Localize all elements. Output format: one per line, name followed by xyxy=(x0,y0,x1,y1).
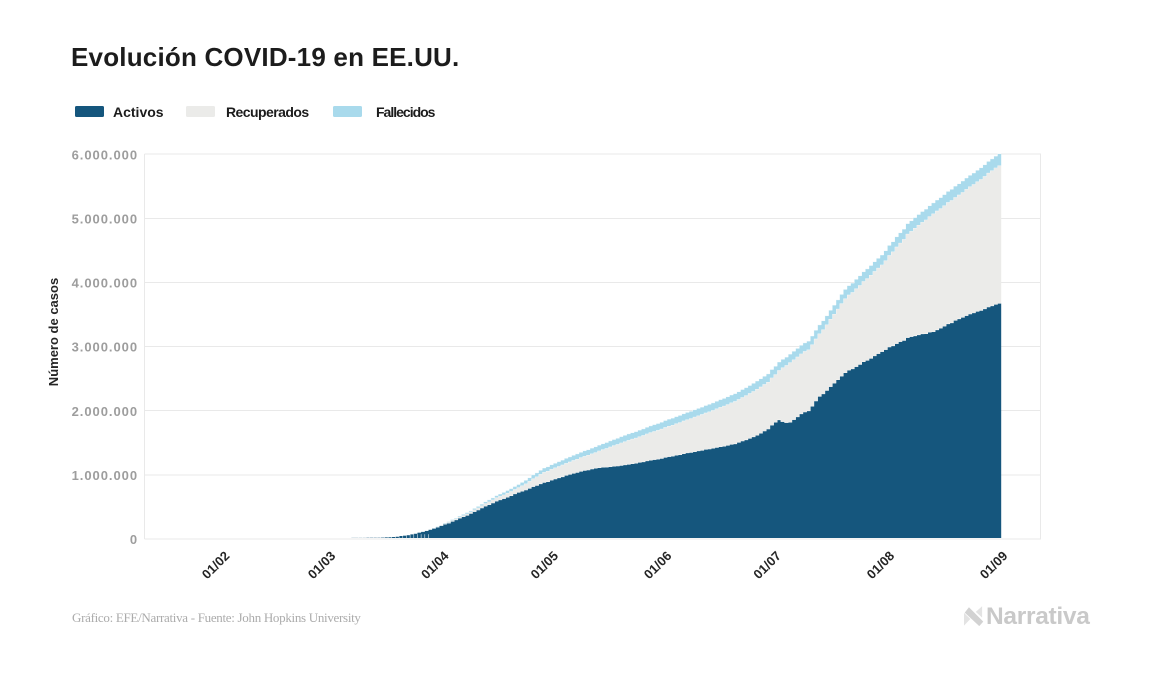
svg-text:01/09: 01/09 xyxy=(977,548,1011,582)
svg-text:3.000.000: 3.000.000 xyxy=(72,340,138,355)
svg-text:4.000.000: 4.000.000 xyxy=(72,276,138,291)
svg-text:01/05: 01/05 xyxy=(528,548,562,582)
svg-text:6.000.000: 6.000.000 xyxy=(72,147,138,162)
svg-text:5.000.000: 5.000.000 xyxy=(72,211,138,226)
svg-text:0: 0 xyxy=(130,532,138,547)
svg-text:01/07: 01/07 xyxy=(750,548,784,582)
svg-text:01/08: 01/08 xyxy=(864,548,898,582)
svg-text:01/04: 01/04 xyxy=(418,548,452,582)
svg-text:01/02: 01/02 xyxy=(199,548,233,582)
svg-text:Número de casos: Número de casos xyxy=(46,278,61,386)
svg-text:01/06: 01/06 xyxy=(641,548,675,582)
svg-text:1.000.000: 1.000.000 xyxy=(72,468,138,483)
svg-text:2.000.000: 2.000.000 xyxy=(72,404,138,419)
svg-text:01/03: 01/03 xyxy=(305,548,339,582)
